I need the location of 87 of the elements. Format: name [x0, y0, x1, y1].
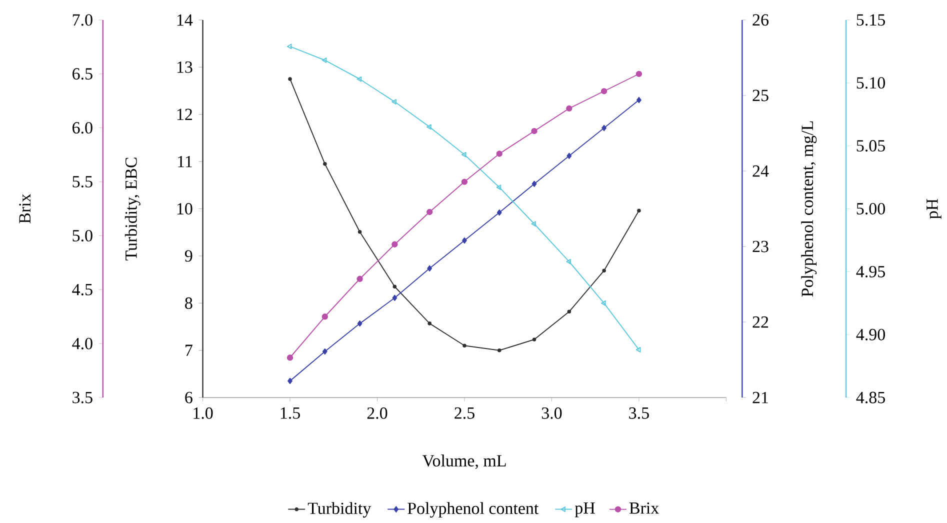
point: [600, 300, 606, 306]
point: [428, 321, 432, 326]
y3-tick-label: 5.10: [856, 76, 885, 88]
point: [461, 178, 468, 185]
y2-axis-title: Polyphenol content, mg/L: [801, 121, 817, 297]
y3-tick-label: 4.90: [856, 328, 885, 340]
point: [288, 378, 292, 384]
point: [461, 152, 466, 158]
legend-label: Turbidity: [308, 502, 372, 518]
y-tick-label: 13: [177, 61, 192, 73]
point: [497, 348, 502, 352]
point: [602, 124, 606, 131]
point: [426, 124, 432, 130]
y2-tick-label: 22: [752, 316, 768, 328]
point: [462, 237, 467, 244]
point: [600, 88, 608, 94]
point: [322, 348, 328, 354]
y-tick-label: 12: [177, 108, 192, 120]
point: [566, 105, 572, 112]
point: [532, 180, 537, 187]
point: [531, 220, 536, 226]
y3-tick-label: 5.15: [856, 14, 885, 26]
y2-tick-label: 21: [752, 392, 768, 403]
point: [531, 128, 538, 134]
y3-tick-label: 4.95: [856, 266, 885, 278]
point: [636, 96, 642, 103]
y-tick-label: 5.5: [72, 176, 92, 188]
y-tick-label: 6.0: [72, 122, 92, 134]
point: [392, 98, 396, 104]
point: [496, 184, 502, 190]
y2-tick-label: 24: [752, 165, 769, 176]
point: [602, 268, 606, 272]
point: [496, 209, 502, 216]
y2-tick-label: 25: [752, 90, 768, 101]
point: [637, 208, 641, 212]
legend-label: pH: [574, 502, 595, 518]
point: [323, 162, 327, 166]
point: [496, 150, 502, 157]
point: [427, 265, 432, 272]
y-tick-label: 3.5: [72, 392, 92, 404]
y-tick-label: 4.0: [72, 338, 92, 350]
x-tick-label: 2.5: [454, 407, 474, 419]
y3-tick-label: 5.00: [856, 202, 885, 214]
y-tick-label: 10: [177, 202, 192, 214]
y-tick-label: 6.5: [72, 68, 92, 80]
legend-label: Polyphenol content: [408, 502, 539, 518]
point: [356, 276, 363, 282]
y3-tick-label: 5.05: [856, 140, 885, 152]
point: [286, 354, 294, 361]
y2-tick-label: 26: [752, 14, 769, 26]
y-tick-label: 8: [185, 297, 192, 309]
point: [322, 57, 327, 63]
y3-tick-label: 4.85: [856, 392, 885, 404]
x-tick-label: 1.0: [194, 407, 213, 419]
y-tick-label: 9: [184, 250, 192, 262]
point: [567, 310, 572, 314]
point: [566, 258, 571, 264]
point: [357, 320, 362, 326]
legend-label: Brix: [629, 502, 659, 514]
point: [636, 70, 642, 77]
point: [462, 344, 466, 348]
point: [356, 76, 362, 82]
point: [358, 230, 362, 234]
y2-tick-label: 23: [752, 240, 768, 252]
y-tick-label: 5.0: [72, 230, 92, 242]
x-tick-label: 2.0: [367, 407, 388, 419]
point: [392, 241, 398, 248]
y-tick-label: 14: [177, 14, 193, 26]
point: [426, 208, 433, 215]
y-tick-label: 4.5: [72, 284, 92, 296]
x-tick-label: 1.5: [280, 407, 300, 419]
point: [392, 284, 397, 288]
y-tick-label: 7: [186, 344, 192, 356]
y3-axis-title: pH: [926, 198, 942, 219]
point: [532, 337, 536, 342]
point: [566, 152, 572, 159]
y-axis-title: Turbidity, EBC: [124, 158, 140, 260]
point: [392, 294, 398, 301]
y-tick-label: 6: [185, 392, 192, 404]
point: [288, 76, 292, 81]
y-tick-label: 7.0: [72, 14, 92, 26]
y-tick-label: 11: [178, 156, 192, 167]
x-axis-title: Volume, mL: [422, 454, 506, 469]
y-axis-title: Brix: [19, 194, 30, 224]
x-tick-label: 3.0: [542, 407, 562, 419]
point: [322, 313, 328, 320]
x-tick-label: 3.5: [629, 407, 649, 419]
